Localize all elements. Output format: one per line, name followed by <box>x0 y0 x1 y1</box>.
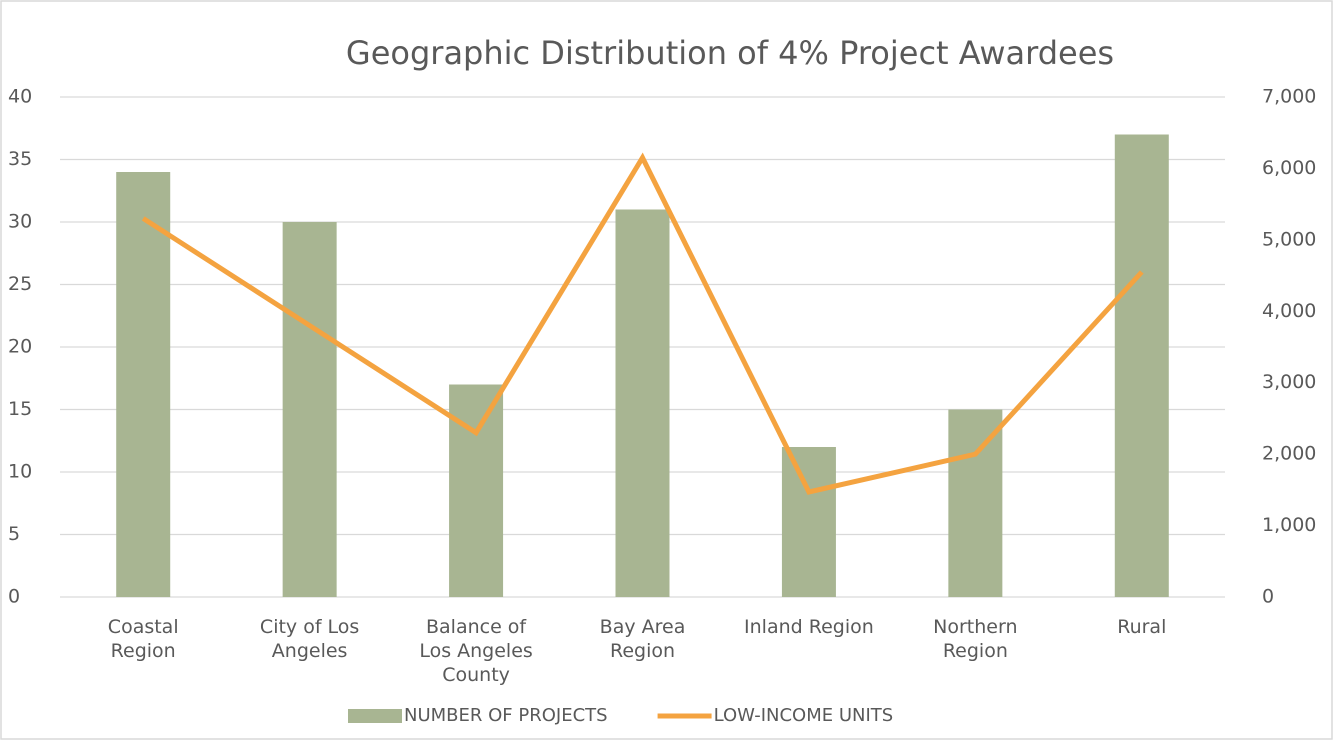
y2-tick-label: 2,000 <box>1262 443 1316 465</box>
x-tick-label: Balance of Los Angeles County <box>419 616 533 686</box>
bar <box>948 409 1003 597</box>
y2-tick-label: 3,000 <box>1262 371 1316 393</box>
legend-swatch <box>348 709 402 723</box>
y2-tick-label: 0 <box>1262 586 1274 608</box>
bar <box>282 222 337 597</box>
line-series <box>141 152 1144 495</box>
bar <box>116 172 171 597</box>
y-tick-label: 30 <box>8 211 32 233</box>
y-tick-label: 40 <box>8 86 32 108</box>
x-tick-label: Inland Region <box>744 616 874 638</box>
x-tick-label: Northern Region <box>933 616 1018 662</box>
chart-title: Geographic Distribution of 4% Project Aw… <box>346 34 1114 72</box>
bar <box>781 447 836 597</box>
x-tick-label: Bay Area Region <box>599 616 686 662</box>
y2-tick-label: 6,000 <box>1262 157 1316 179</box>
y-tick-label: 20 <box>8 336 32 358</box>
bar <box>615 209 670 597</box>
x-tick-label: City of Los Angeles <box>259 616 360 662</box>
bar <box>1114 134 1169 597</box>
y-tick-label: 15 <box>8 398 32 420</box>
y-tick-label: 0 <box>8 586 20 608</box>
bar <box>449 384 504 597</box>
y2-tick-label: 5,000 <box>1262 228 1316 250</box>
x-tick-label: Coastal Region <box>107 616 179 662</box>
x-tick-label: Rural <box>1117 616 1167 638</box>
y2-tick-label: 7,000 <box>1262 86 1316 108</box>
y-tick-label: 5 <box>8 523 20 545</box>
legend-label: NUMBER OF PROJECTS <box>404 705 608 726</box>
y-tick-label: 35 <box>8 148 32 170</box>
y2-tick-label: 4,000 <box>1262 300 1316 322</box>
y-tick-label: 10 <box>8 461 32 483</box>
y-tick-label: 25 <box>8 273 32 295</box>
legend-label: LOW-INCOME UNITS <box>714 705 894 726</box>
y2-tick-label: 1,000 <box>1262 514 1316 536</box>
